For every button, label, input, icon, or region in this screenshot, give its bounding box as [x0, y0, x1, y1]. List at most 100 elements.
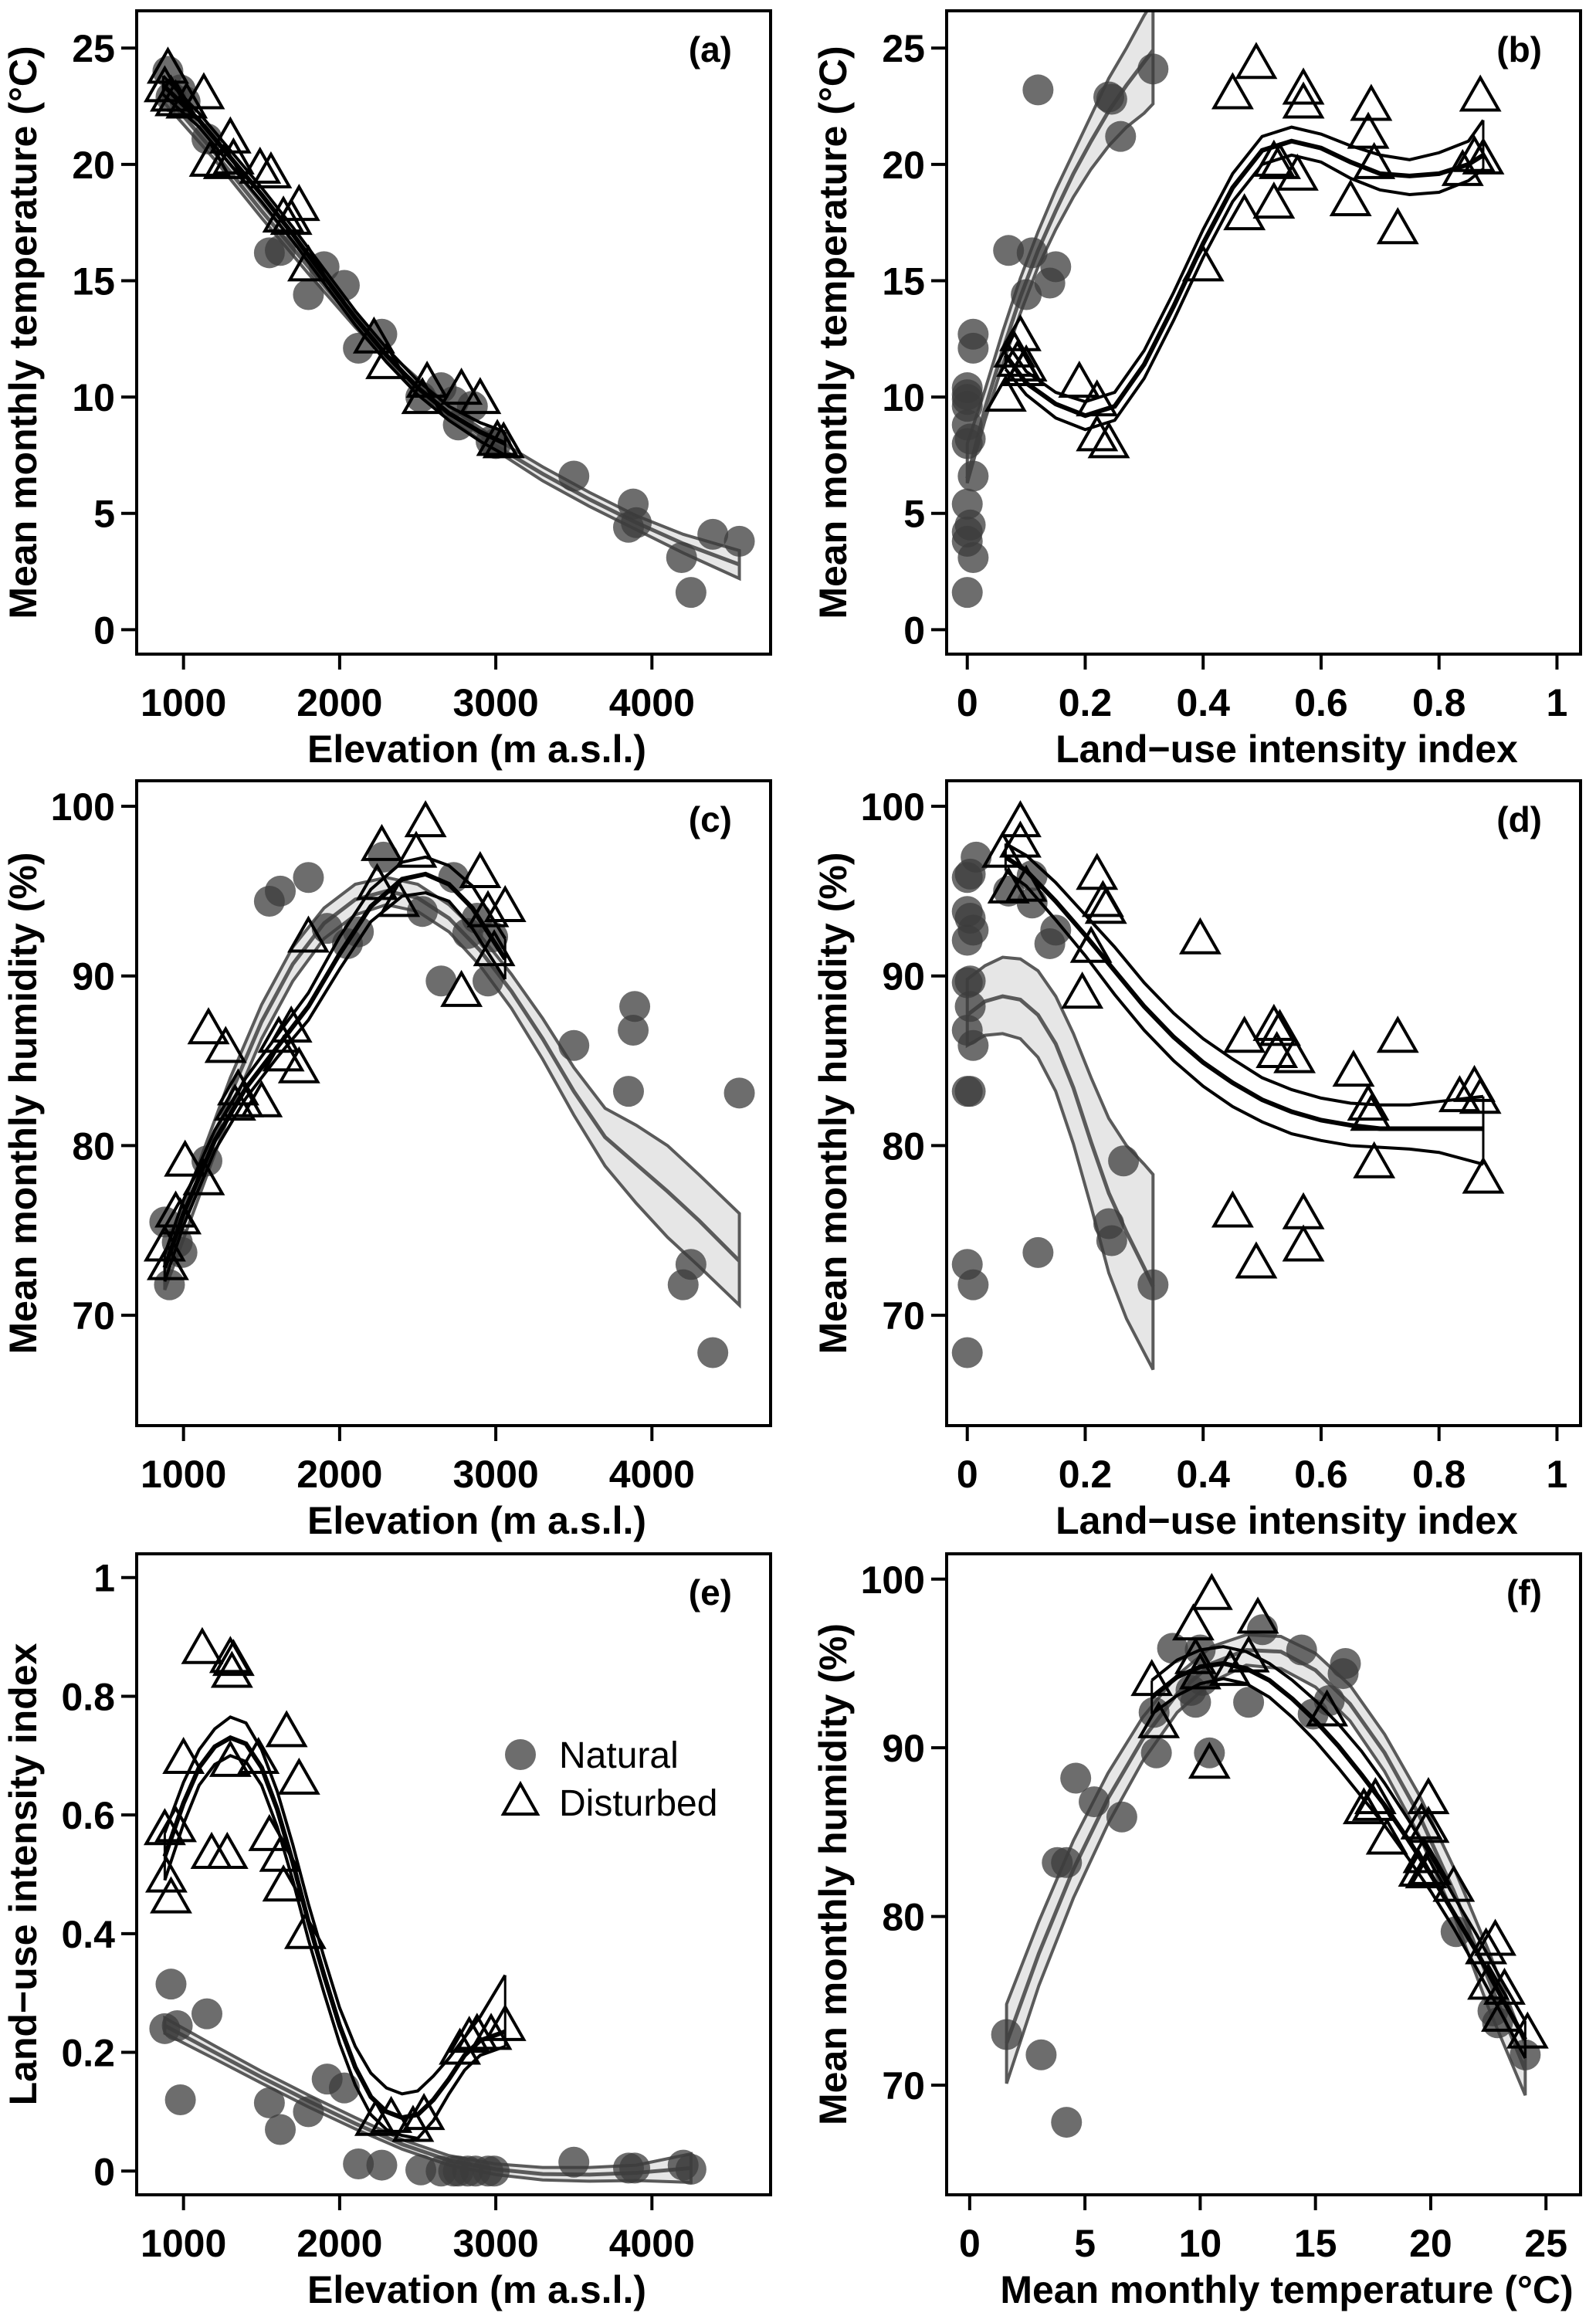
panel-label: (f)	[1506, 1572, 1542, 1613]
y-tick-label: 1	[93, 1557, 115, 1600]
natural-point	[1096, 83, 1127, 115]
disturbed-point	[143, 1808, 186, 1846]
natural-fit-line	[163, 889, 741, 1274]
x-tick-label: 1000	[141, 681, 226, 724]
disturbed-point	[483, 884, 527, 922]
disturbed-point	[216, 1068, 259, 1106]
disturbed-point	[1061, 972, 1104, 1009]
y-tick-label: 0.6	[61, 1794, 115, 1837]
natural-point	[425, 965, 457, 997]
natural-point	[1106, 1801, 1137, 1833]
plot-frame	[135, 779, 772, 1427]
natural-point	[293, 279, 324, 310]
disturbed-ci-upper	[1005, 842, 1484, 1107]
disturbed-point	[1223, 1016, 1266, 1053]
panel-label: (b)	[1496, 29, 1542, 70]
natural-point	[407, 896, 439, 928]
natural-point	[961, 841, 992, 873]
disturbed-point	[1453, 134, 1496, 172]
y-tick-label: 100	[51, 785, 115, 829]
panel-f: 0 5 10 15 20 25 70 80 90 100 Mean monthly temperat…	[812, 1552, 1582, 2311]
disturbed-ci-upper	[1004, 119, 1485, 404]
plot-area	[951, 800, 1505, 1371]
x-tick-label: 10	[1179, 2222, 1222, 2265]
x-tick-label: 0	[959, 2222, 981, 2265]
disturbed-ci-lower	[1005, 869, 1484, 1166]
disturbed-point	[1376, 1016, 1419, 1053]
disturbed-point	[277, 184, 320, 222]
natural-point	[1025, 2039, 1057, 2070]
x-tick-label: 0	[957, 681, 978, 724]
disturbed-point	[1084, 887, 1127, 924]
x-tick-label: 15	[1294, 2222, 1337, 2265]
disturbed-point	[378, 880, 421, 917]
natural-fit-line	[966, 994, 1155, 1287]
disturbed-point	[262, 1864, 305, 1902]
panel-label: (c)	[689, 799, 732, 839]
panel-label: (a)	[689, 29, 732, 70]
x-tick-label: 1	[1547, 1453, 1568, 1496]
x-axis-title: Land−use intensity index	[1056, 1499, 1518, 1542]
natural-point	[993, 235, 1025, 266]
natural-fit-line	[161, 90, 740, 567]
y-tick-label: 70	[72, 1294, 115, 1338]
disturbed-point	[1273, 1036, 1316, 1073]
y-tick-label: 70	[882, 2064, 925, 2108]
y-tick-label: 20	[882, 144, 925, 187]
y-tick-label: 100	[861, 1558, 925, 1602]
natural-point	[723, 525, 755, 557]
disturbed-point	[208, 116, 252, 154]
disturbed-point	[1481, 1994, 1523, 2032]
disturbed-point	[1087, 421, 1130, 459]
disturbed-point	[459, 377, 502, 415]
x-tick-label: 1000	[141, 1453, 226, 1496]
x-tick-label: 0.4	[1176, 681, 1230, 724]
disturbed-point	[355, 863, 398, 900]
disturbed-point	[473, 929, 516, 967]
disturbed-point	[1235, 42, 1278, 80]
natural-point	[675, 2153, 707, 2185]
disturbed-point	[182, 72, 225, 110]
plot-area	[143, 1626, 707, 2187]
y-tick-label: 5	[903, 493, 925, 536]
y-tick-label: 10	[882, 376, 925, 419]
natural-point	[1233, 1687, 1265, 1718]
disturbed-point	[999, 314, 1042, 351]
y-tick-label: 10	[72, 376, 115, 419]
disturbed-point	[1407, 1806, 1450, 1843]
disturbed-point	[354, 2098, 397, 2136]
panel-e: 1000 2000 3000 4000 0 0.2 0.4 0.6 0.8 1 Elevation …	[2, 1552, 772, 2311]
legend: Natural Disturbed	[500, 1735, 717, 1824]
natural-point	[366, 2149, 398, 2181]
y-tick-label: 0	[93, 2150, 115, 2193]
disturbed-point	[466, 890, 510, 928]
natural-point	[621, 507, 652, 538]
natural-point	[1137, 53, 1169, 85]
y-axis-title: Land−use intensity index	[2, 1643, 45, 2105]
natural-point	[1313, 1685, 1345, 1717]
natural-point	[1022, 74, 1054, 106]
x-tick-label: 2000	[296, 681, 382, 724]
disturbed-point	[212, 137, 255, 175]
disturbed-point	[1462, 137, 1505, 175]
natural-point	[479, 2155, 510, 2187]
x-tick-label: 0.8	[1412, 1453, 1466, 1496]
disturbed-point	[277, 1757, 320, 1795]
natural-point	[265, 2114, 296, 2145]
x-tick-label: 20	[1409, 2222, 1452, 2265]
disturbed-point	[262, 195, 305, 233]
disturbed-point	[1252, 139, 1296, 177]
x-axis-title: Elevation (m a.s.l.)	[307, 727, 646, 771]
disturbed-point	[146, 1243, 189, 1280]
disturbed-point	[1407, 1777, 1450, 1815]
x-tick-label: 0.6	[1294, 681, 1348, 724]
disturbed-point	[257, 1016, 300, 1053]
disturbed-point	[1211, 1190, 1254, 1228]
natural-point	[253, 2087, 285, 2118]
disturbed-point	[182, 1158, 225, 1195]
plot-frame	[945, 779, 1582, 1427]
disturbed-ci-upper	[163, 855, 507, 1255]
y-axis-title: Mean monthly humidity (%)	[812, 853, 855, 1355]
disturbed-point	[405, 361, 449, 398]
